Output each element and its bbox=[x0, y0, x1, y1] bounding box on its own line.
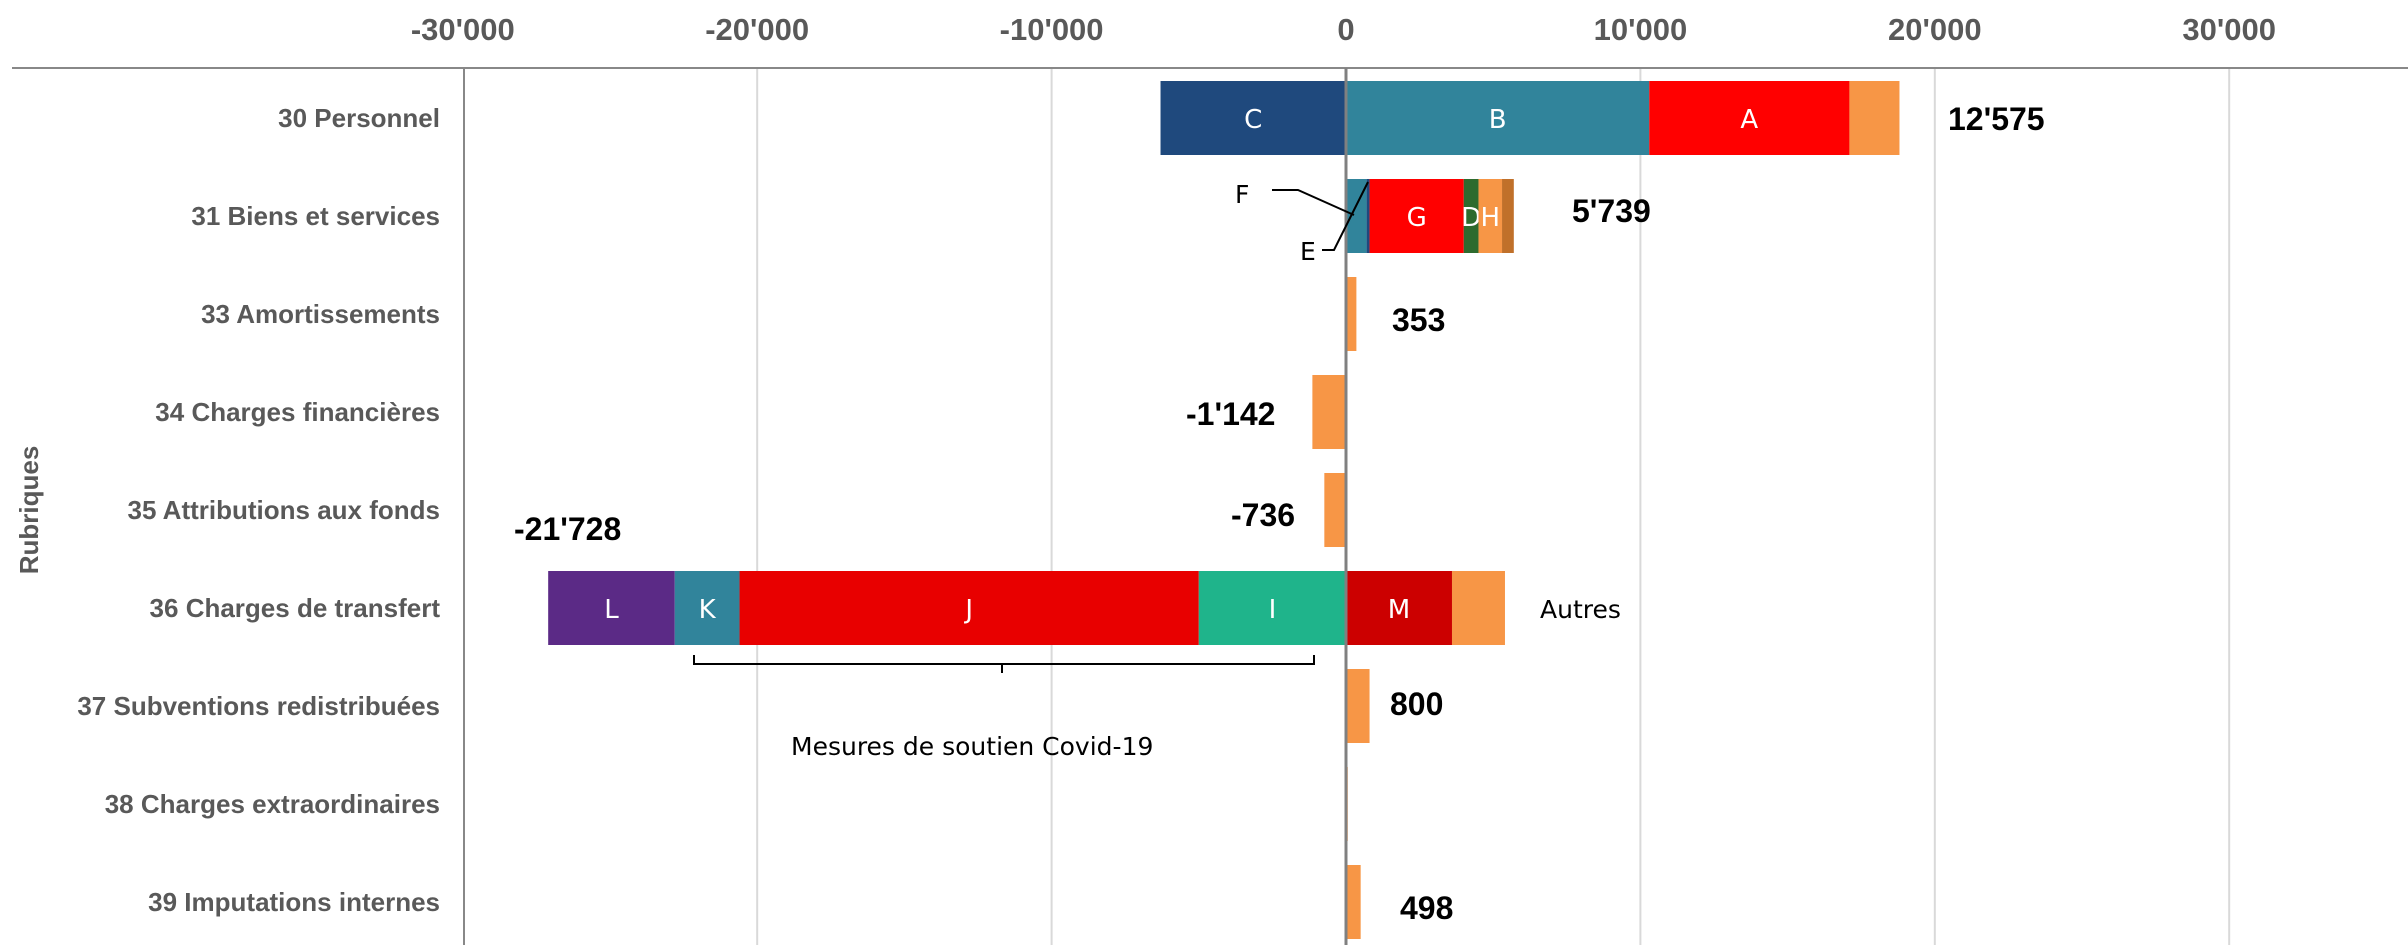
total-label: 498 bbox=[1400, 890, 1453, 926]
bar-segment bbox=[1346, 179, 1367, 253]
x-tick-label: 30'000 bbox=[2182, 12, 2276, 47]
segment-label: G bbox=[1407, 203, 1427, 233]
bar-segment bbox=[1312, 375, 1346, 449]
bar-segment bbox=[1649, 81, 1850, 155]
category-labels: 30 Personnel 31 Biens et services 33 Amort… bbox=[77, 103, 440, 917]
bar-segment bbox=[1502, 179, 1514, 253]
total-label: 800 bbox=[1390, 686, 1443, 722]
segment-label: M bbox=[1388, 595, 1410, 625]
bar-segment bbox=[1324, 473, 1346, 547]
segment-label: D bbox=[1461, 203, 1481, 233]
y-axis-title: Rubriques bbox=[14, 446, 44, 575]
annotation-autres: Autres bbox=[1540, 595, 1621, 624]
total-labels: 12'575 5'739 353 -1'142 -736 -21'728 800 498 bbox=[514, 101, 2045, 926]
bar-segment bbox=[1346, 277, 1357, 351]
category-label: 35 Attributions aux fonds bbox=[128, 495, 441, 525]
category-label: 38 Charges extraordinaires bbox=[105, 789, 440, 819]
bar-segment bbox=[1478, 179, 1503, 253]
x-tick-label: -30'000 bbox=[411, 12, 515, 47]
segment-label: A bbox=[1740, 105, 1758, 135]
segment-label: H bbox=[1480, 203, 1500, 233]
total-label: -1'142 bbox=[1186, 396, 1275, 432]
total-label: 353 bbox=[1392, 302, 1445, 338]
segment-label-e: E bbox=[1300, 237, 1316, 266]
category-label: 37 Subventions redistribuées bbox=[77, 691, 440, 721]
category-label: 33 Amortissements bbox=[201, 299, 440, 329]
bar-segment bbox=[1198, 571, 1346, 645]
covid-bracket: Mesures de soutien Covid-19 bbox=[693, 655, 1315, 761]
category-label: 30 Personnel bbox=[278, 103, 440, 133]
segment-label: I bbox=[1269, 595, 1277, 625]
segment-label-f: F bbox=[1235, 180, 1249, 209]
segment-label: J bbox=[963, 595, 973, 625]
category-label: 31 Biens et services bbox=[191, 201, 440, 231]
segment-label: K bbox=[699, 595, 717, 625]
bar-segment bbox=[1451, 571, 1505, 645]
x-tick-label: -20'000 bbox=[705, 12, 809, 47]
total-label: 5'739 bbox=[1572, 193, 1651, 229]
bars: C B A G D H L K J I M bbox=[548, 81, 1900, 939]
bar-segment bbox=[1346, 865, 1361, 939]
total-label: -736 bbox=[1231, 497, 1295, 533]
gridlines bbox=[756, 68, 2231, 945]
bar-segment bbox=[1160, 81, 1346, 155]
leader-line-e bbox=[1322, 181, 1369, 251]
bar-segment bbox=[1366, 179, 1370, 253]
bar-segment bbox=[548, 571, 675, 645]
total-label: 12'575 bbox=[1948, 101, 2045, 137]
annotation-covid: Mesures de soutien Covid-19 bbox=[791, 732, 1153, 761]
x-tick-label: 20'000 bbox=[1888, 12, 1982, 47]
x-tick-label: 10'000 bbox=[1594, 12, 1688, 47]
bar-segment bbox=[1463, 179, 1479, 253]
leader-line-f bbox=[1272, 189, 1355, 216]
segment-label: L bbox=[604, 595, 619, 625]
category-label: 39 Imputations internes bbox=[148, 887, 440, 917]
segment-label: C bbox=[1244, 105, 1262, 135]
segment-label: B bbox=[1489, 105, 1507, 135]
category-label: 36 Charges de transfert bbox=[150, 593, 441, 623]
bar-segment bbox=[1346, 81, 1650, 155]
bar-segment bbox=[1849, 81, 1900, 155]
bar-segment bbox=[1346, 669, 1370, 743]
x-tick-labels: -30'000 -20'000 -10'000 0 10'000 20'000 30'000 bbox=[411, 12, 2276, 47]
category-label: 34 Charges financières bbox=[155, 397, 440, 427]
bar-segment bbox=[1346, 571, 1452, 645]
bracket-line bbox=[693, 655, 1315, 673]
bar-segment bbox=[674, 571, 740, 645]
x-tick-label: 0 bbox=[1337, 12, 1354, 47]
total-label: -21'728 bbox=[514, 511, 621, 547]
bar-segment bbox=[1369, 179, 1464, 253]
bar-segment bbox=[739, 571, 1199, 645]
callout-f-e: F E bbox=[1235, 180, 1369, 266]
x-tick-label: -10'000 bbox=[1000, 12, 1104, 47]
